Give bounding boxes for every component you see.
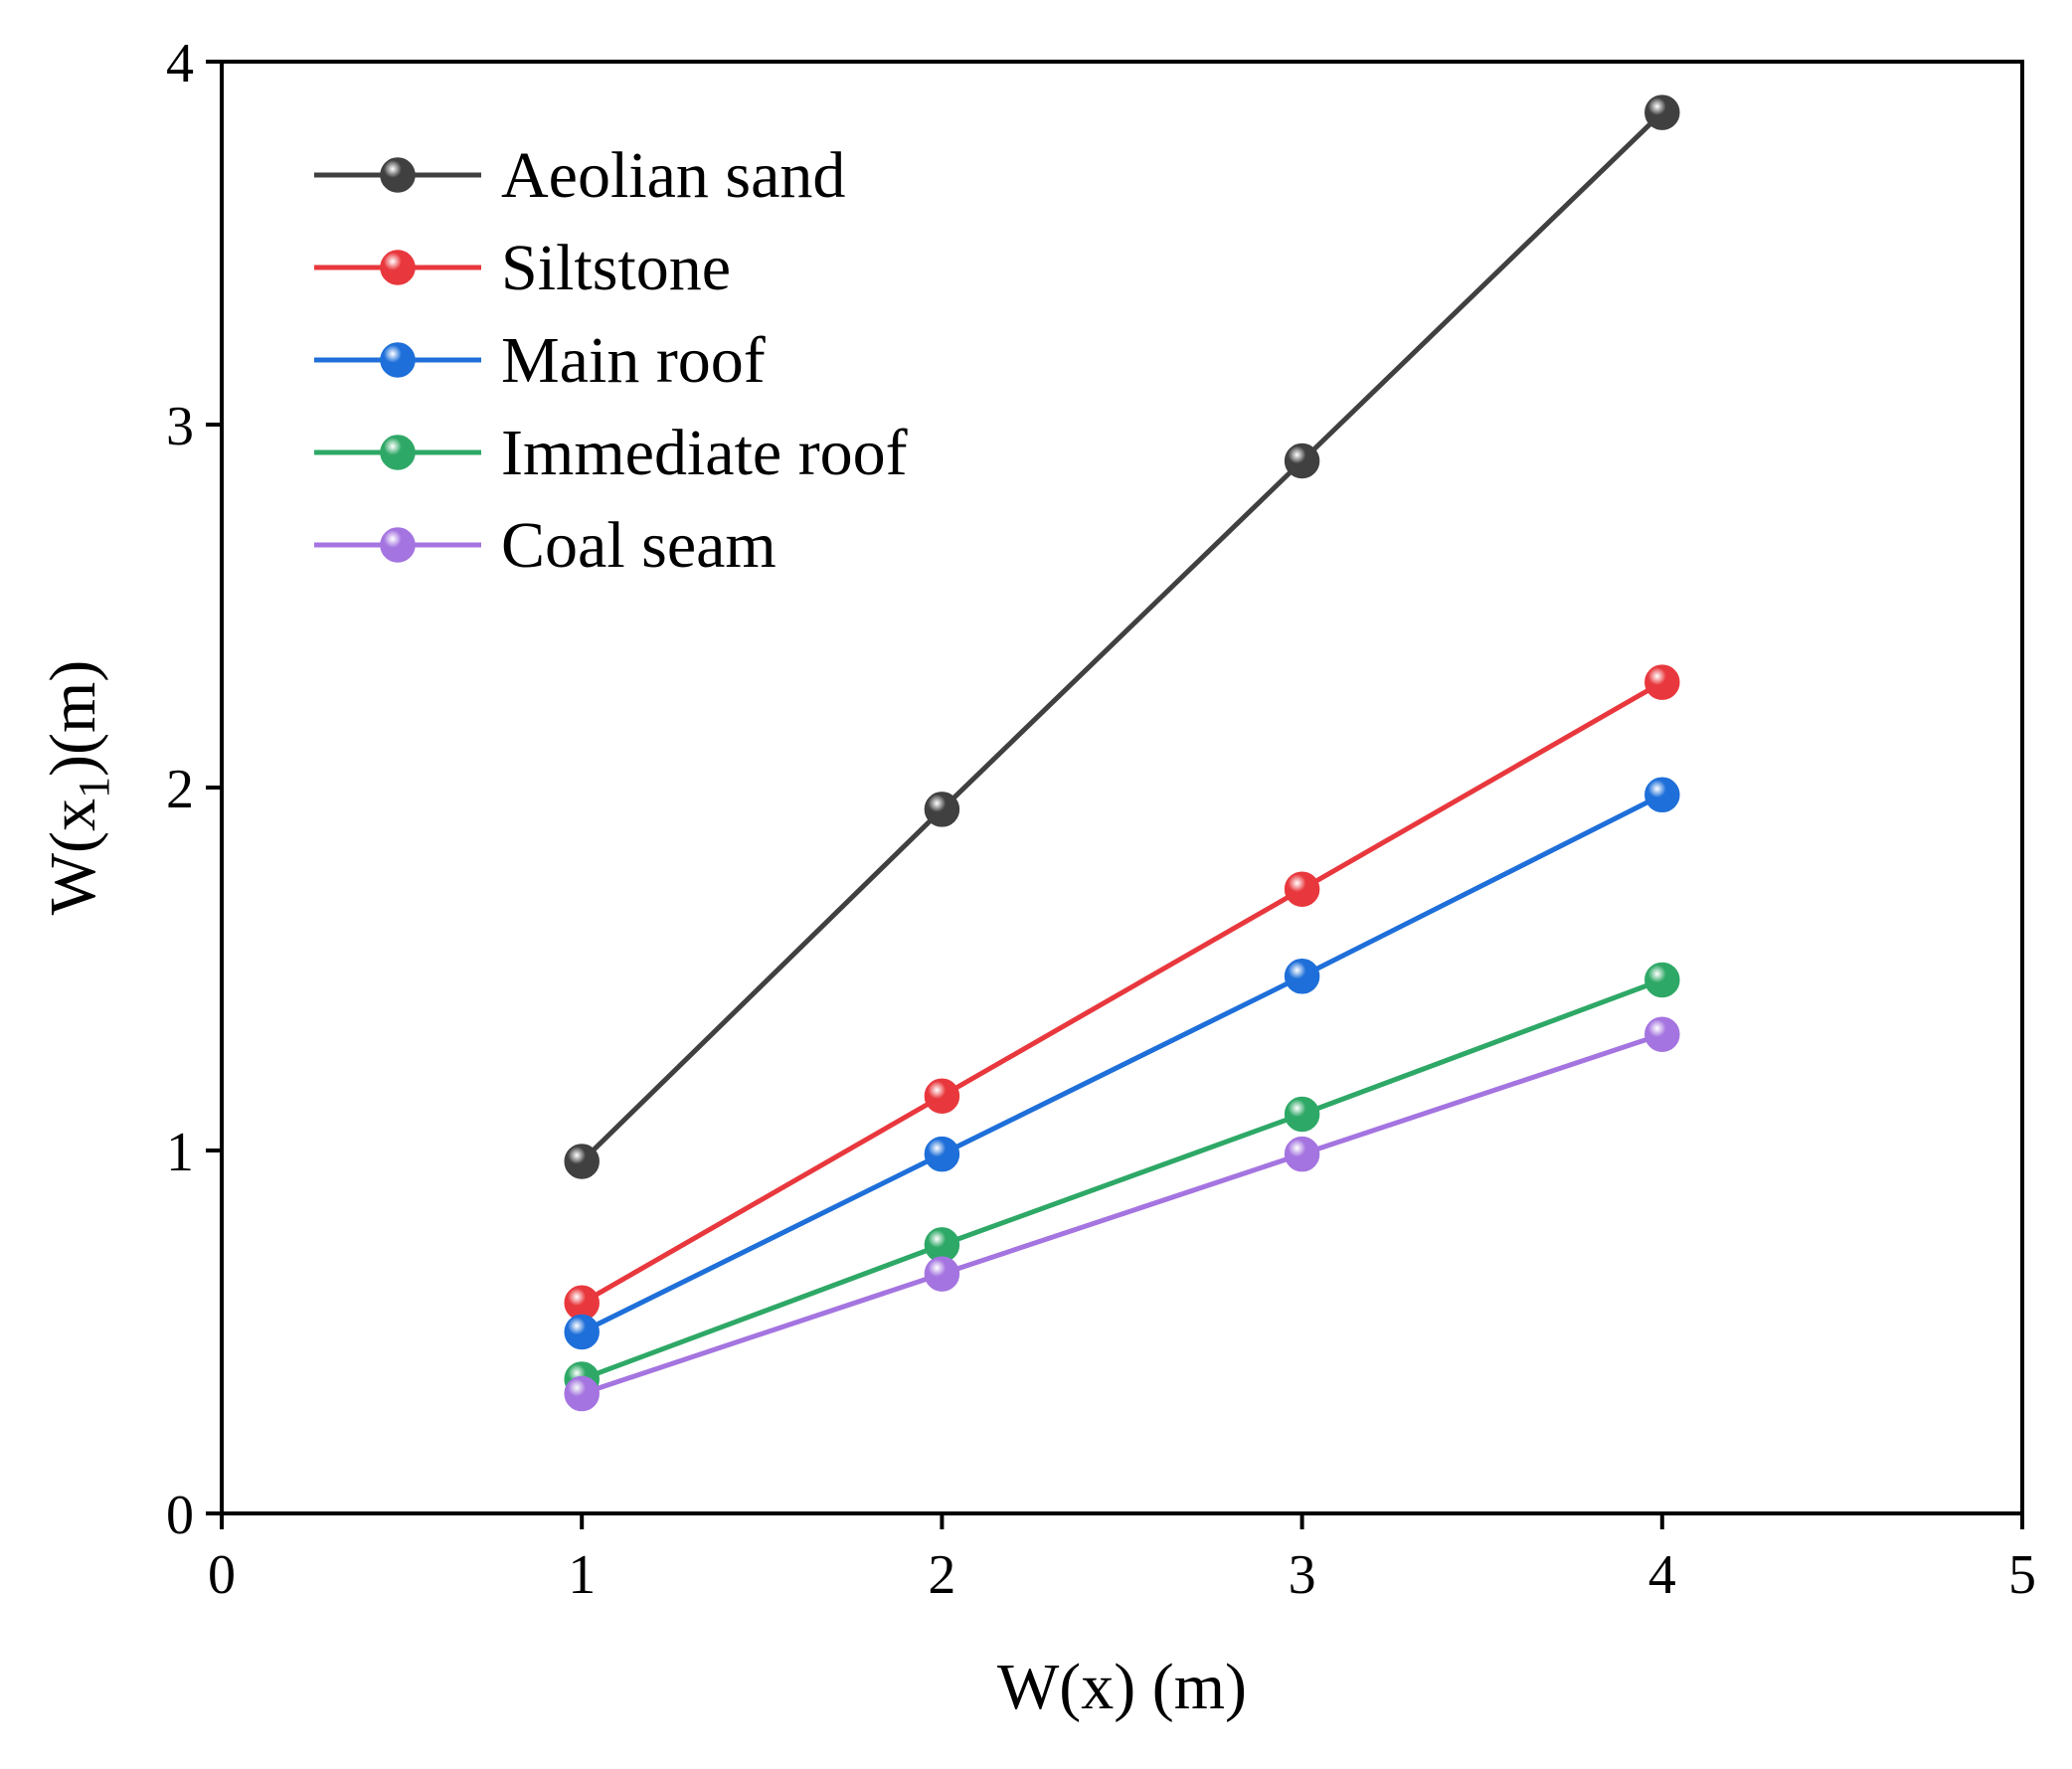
data-point (1644, 962, 1680, 998)
data-point (924, 1256, 960, 1292)
x-axis-label: W(x) (m) (997, 1651, 1247, 1723)
series-coal-seam (564, 1016, 1680, 1412)
data-point (564, 1375, 600, 1412)
legend-label: Coal seam (501, 509, 777, 582)
data-point (1644, 94, 1680, 130)
data-point (1644, 1016, 1680, 1052)
data-point (924, 792, 960, 827)
data-point (564, 1314, 600, 1350)
data-point (1284, 1136, 1320, 1172)
data-point (924, 1078, 960, 1114)
data-point (564, 1144, 600, 1179)
y-axis-label-subscript: 1 (70, 777, 118, 798)
y-tick-label: 3 (166, 396, 194, 457)
y-tick-label: 4 (166, 33, 194, 94)
x-tick-label: 3 (1289, 1544, 1316, 1606)
series-line (579, 1031, 1665, 1397)
series-immediate-roof (564, 962, 1680, 1397)
data-point (1644, 777, 1680, 813)
data-point (1284, 442, 1320, 479)
x-tick-label: 5 (2008, 1544, 2036, 1606)
legend-label: Immediate roof (501, 417, 908, 489)
legend-label: Aeolian sand (501, 139, 845, 212)
data-point (1284, 1096, 1320, 1133)
x-tick-label: 0 (208, 1544, 236, 1606)
legend-swatch-marker (380, 435, 416, 470)
series-line (579, 792, 1665, 1334)
legend-swatch-marker (380, 527, 416, 563)
data-point (1284, 959, 1320, 994)
legend: Aeolian sand Siltstone Main roof Immediate … (314, 139, 908, 582)
series-line (579, 976, 1665, 1382)
x-tick-label: 2 (928, 1544, 955, 1606)
legend-item: Immediate roof (314, 417, 908, 489)
data-point (1644, 664, 1680, 700)
legend-item: Siltstone (314, 232, 731, 304)
plot-frame (220, 60, 2024, 1515)
legend-item: Main roof (314, 324, 766, 397)
axes-layer: 0 1 2 3 4 5 0 1 2 3 4 (166, 33, 2036, 1606)
y-tick-label: 1 (166, 1122, 194, 1183)
legend-label: Main roof (501, 324, 766, 397)
series-aeolian-sand (564, 94, 1680, 1179)
legend-item: Aeolian sand (314, 139, 845, 212)
y-axis-label-main: W(x (37, 798, 109, 915)
legend-swatch-marker (380, 157, 416, 193)
data-point (1284, 871, 1320, 907)
series-line (579, 109, 1665, 1164)
series-line (579, 679, 1665, 1306)
series-siltstone (564, 664, 1680, 1322)
series-layer (564, 94, 1680, 1412)
legend-item: Coal seam (314, 509, 777, 582)
y-axis-label: W(x1)(m) (37, 660, 118, 916)
x-tick-label: 1 (568, 1544, 596, 1606)
series-main-roof (564, 777, 1680, 1350)
x-tick-label: 4 (1648, 1544, 1676, 1606)
data-point (924, 1136, 960, 1172)
legend-label: Siltstone (501, 232, 731, 304)
y-tick-label: 2 (166, 759, 194, 820)
y-axis-label-suffix: )(m) (37, 660, 109, 777)
legend-swatch-marker (380, 342, 416, 378)
legend-swatch-marker (380, 250, 416, 285)
y-tick-label: 0 (166, 1485, 194, 1546)
